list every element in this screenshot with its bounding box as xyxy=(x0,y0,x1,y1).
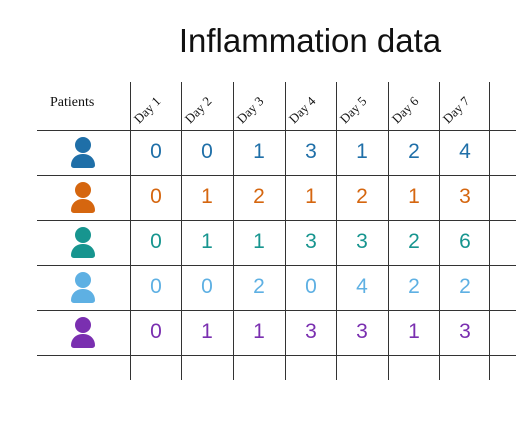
table-cell: 1 xyxy=(253,140,265,163)
table-cell: 1 xyxy=(305,185,317,208)
table-cell: 0 xyxy=(150,320,162,343)
table-cell: 2 xyxy=(408,275,420,298)
table-cell: 0 xyxy=(201,140,213,163)
table-cell: 1 xyxy=(201,320,213,343)
person-icon xyxy=(71,272,95,304)
table-cell: 2 xyxy=(253,275,265,298)
table-cell: 3 xyxy=(356,320,368,343)
table-cell: 1 xyxy=(408,185,420,208)
chart-title: Inflammation data xyxy=(178,22,442,59)
person-icon xyxy=(71,227,95,259)
table-cell: 2 xyxy=(356,185,368,208)
table-cell: 0 xyxy=(150,140,162,163)
table-cell: 0 xyxy=(150,230,162,253)
table-cell: 1 xyxy=(253,230,265,253)
table-cell: 3 xyxy=(459,185,471,208)
person-icon xyxy=(71,317,95,349)
table-cell: 3 xyxy=(305,230,317,253)
table-cell: 0 xyxy=(150,185,162,208)
table-cell: 1 xyxy=(356,140,368,163)
table-cell: 4 xyxy=(459,140,471,163)
table-cell: 3 xyxy=(356,230,368,253)
table-cell: 1 xyxy=(408,320,420,343)
person-icon xyxy=(71,182,95,214)
table-cell: 2 xyxy=(408,230,420,253)
table-cell: 1 xyxy=(253,320,265,343)
table-cell: 2 xyxy=(459,275,471,298)
patients-column-header: Patients xyxy=(50,95,95,110)
table-cell: 6 xyxy=(459,230,471,253)
table-cell: 0 xyxy=(150,275,162,298)
table-cell: 2 xyxy=(408,140,420,163)
table-cell: 3 xyxy=(305,320,317,343)
table-cell: 3 xyxy=(459,320,471,343)
table-cell: 1 xyxy=(201,230,213,253)
table-cell: 1 xyxy=(201,185,213,208)
table-cell: 3 xyxy=(305,140,317,163)
table-cell: 2 xyxy=(253,185,265,208)
table-cell: 0 xyxy=(305,275,317,298)
table-cell: 4 xyxy=(356,275,368,298)
table-cell: 0 xyxy=(201,275,213,298)
person-icon xyxy=(71,137,95,169)
